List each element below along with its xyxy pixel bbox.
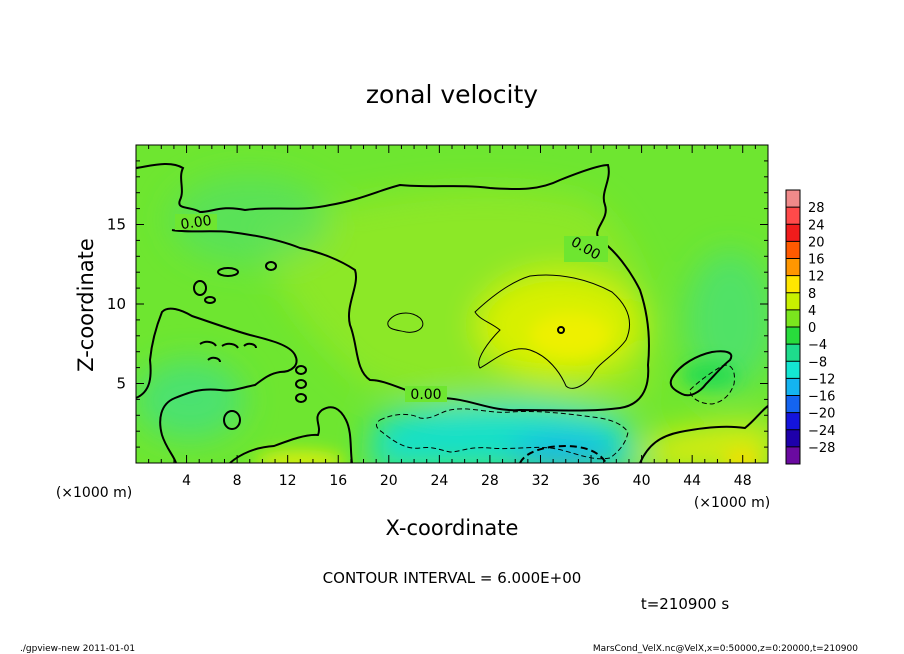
field-core-highlight xyxy=(530,313,610,357)
zero-contour-island-9 xyxy=(557,326,565,334)
zero-contour-island-8 xyxy=(295,393,307,403)
zero-contour-island-1 xyxy=(223,410,241,430)
x-tick-label: 44 xyxy=(683,473,701,489)
footer-right: MarsCond_VelX.nc@VelX,x=0:50000,z=0:2000… xyxy=(593,644,858,654)
colorbar-label: −16 xyxy=(808,390,835,405)
negative-contour-12-path xyxy=(519,444,607,463)
x-tick-label: 8 xyxy=(233,473,242,489)
x-tick-label: 36 xyxy=(582,473,600,489)
colorbar-band xyxy=(786,224,800,242)
y-axis: 5 10 15 xyxy=(107,160,768,448)
colorbar-label: −28 xyxy=(808,441,835,456)
colorbar-label: −12 xyxy=(808,372,835,387)
colorbar-label: −8 xyxy=(808,355,827,370)
zero-contour-left xyxy=(136,307,298,463)
field-upper-teal xyxy=(170,175,330,265)
field-bottom-yellow xyxy=(255,450,345,463)
x-tick-label: 4 xyxy=(182,473,191,489)
negative-contours xyxy=(375,364,735,460)
colorbar-label: 24 xyxy=(808,218,825,233)
x-axis: 4 8 12 16 20 24 28 32 36 40 44 48 xyxy=(148,145,756,489)
footer-left: ./gpview-new 2011-01-01 xyxy=(20,644,135,654)
y-tick-label: 5 xyxy=(116,375,126,393)
x-tick-label: 16 xyxy=(329,473,347,489)
zero-contour-island-4 xyxy=(193,280,207,296)
negative-contour-right xyxy=(689,364,735,405)
colorbar-label: 12 xyxy=(808,270,825,285)
field-strong-negative-core xyxy=(510,437,620,463)
zero-contour-left-lower xyxy=(229,406,353,463)
zero-contour-right-blob xyxy=(669,350,733,397)
colorbar: 28 24 20 16 12 8 4 0 −4 −8 −12 −16 −20 −24 −28 xyxy=(785,189,835,465)
time-label: t=210900 s xyxy=(641,595,729,613)
positive-contour-small xyxy=(387,312,424,333)
colorbar-label: −4 xyxy=(808,338,827,353)
field-right-teal xyxy=(685,250,768,390)
positive-contour-6 xyxy=(474,274,630,389)
contour-label-bg-3 xyxy=(405,386,447,402)
x-tick-label: 28 xyxy=(481,473,499,489)
zero-contour-right xyxy=(639,405,768,463)
x-tick-label: 40 xyxy=(633,473,651,489)
colorbar-band xyxy=(786,327,800,345)
colorbar-band xyxy=(786,344,800,362)
colorbar-band xyxy=(786,190,800,208)
x-unit-label-right: (×1000 m) xyxy=(694,495,770,511)
positive-contours xyxy=(387,274,630,389)
negative-contour-12 xyxy=(519,444,607,463)
colorbar-band xyxy=(786,412,800,430)
colorbar-band xyxy=(786,395,800,413)
colorbar-band xyxy=(786,309,800,327)
colorbar-band xyxy=(786,429,800,447)
colorbar-band xyxy=(786,446,800,464)
zero-contour-island-2 xyxy=(217,267,239,277)
colorbar-band xyxy=(786,378,800,396)
colorbar-label: −20 xyxy=(808,407,835,422)
colorbar-label: 8 xyxy=(808,287,816,302)
colorbar-label: 0 xyxy=(808,321,816,336)
colorbar-band xyxy=(786,258,800,276)
x-tick-label: 20 xyxy=(380,473,398,489)
zero-contour-island-6 xyxy=(295,365,307,375)
zero-contour-island-3 xyxy=(265,261,277,271)
field-bottom-right-yellow xyxy=(724,450,760,463)
velocity-field xyxy=(136,145,768,463)
contour-label-1: 0.00 xyxy=(180,213,213,233)
colorbar-label: 28 xyxy=(808,201,825,216)
field-right-blob-green xyxy=(682,361,738,389)
colorbar-label: 16 xyxy=(808,253,825,268)
x-tick-label: 24 xyxy=(430,473,448,489)
x-axis-label: X-coordinate xyxy=(386,516,519,540)
colorbar-band xyxy=(786,275,800,293)
contour-label-3: 0.00 xyxy=(410,387,441,403)
contour-label-bg-2 xyxy=(564,236,608,262)
x-tick-label: 48 xyxy=(734,473,752,489)
colorbar-band xyxy=(786,241,800,259)
x-unit-label-left: (×1000 m) xyxy=(56,485,132,501)
colorbar-band xyxy=(786,292,800,310)
colorbar-label: 4 xyxy=(808,304,816,319)
negative-contour-6 xyxy=(375,408,629,460)
x-tick-label: 12 xyxy=(279,473,297,489)
colorbar-label: −24 xyxy=(808,424,835,439)
zero-contour-island-7 xyxy=(295,379,307,389)
contour-label-bg-1 xyxy=(175,214,217,230)
zero-contour-islands-row xyxy=(199,340,257,363)
x-tick-label: 32 xyxy=(532,473,550,489)
colorbar-label: 20 xyxy=(808,235,825,250)
chart-title: zonal velocity xyxy=(366,80,538,109)
contour-interval: CONTOUR INTERVAL = 6.000E+00 xyxy=(323,569,582,587)
y-tick-label: 15 xyxy=(107,216,126,234)
y-tick-label: 10 xyxy=(107,295,126,313)
field-left-teal xyxy=(136,360,245,440)
colorbar-band xyxy=(786,207,800,225)
zero-contour-island-5 xyxy=(204,296,216,304)
y-axis-label: Z-coordinate xyxy=(74,238,98,372)
colorbar-band xyxy=(786,361,800,379)
